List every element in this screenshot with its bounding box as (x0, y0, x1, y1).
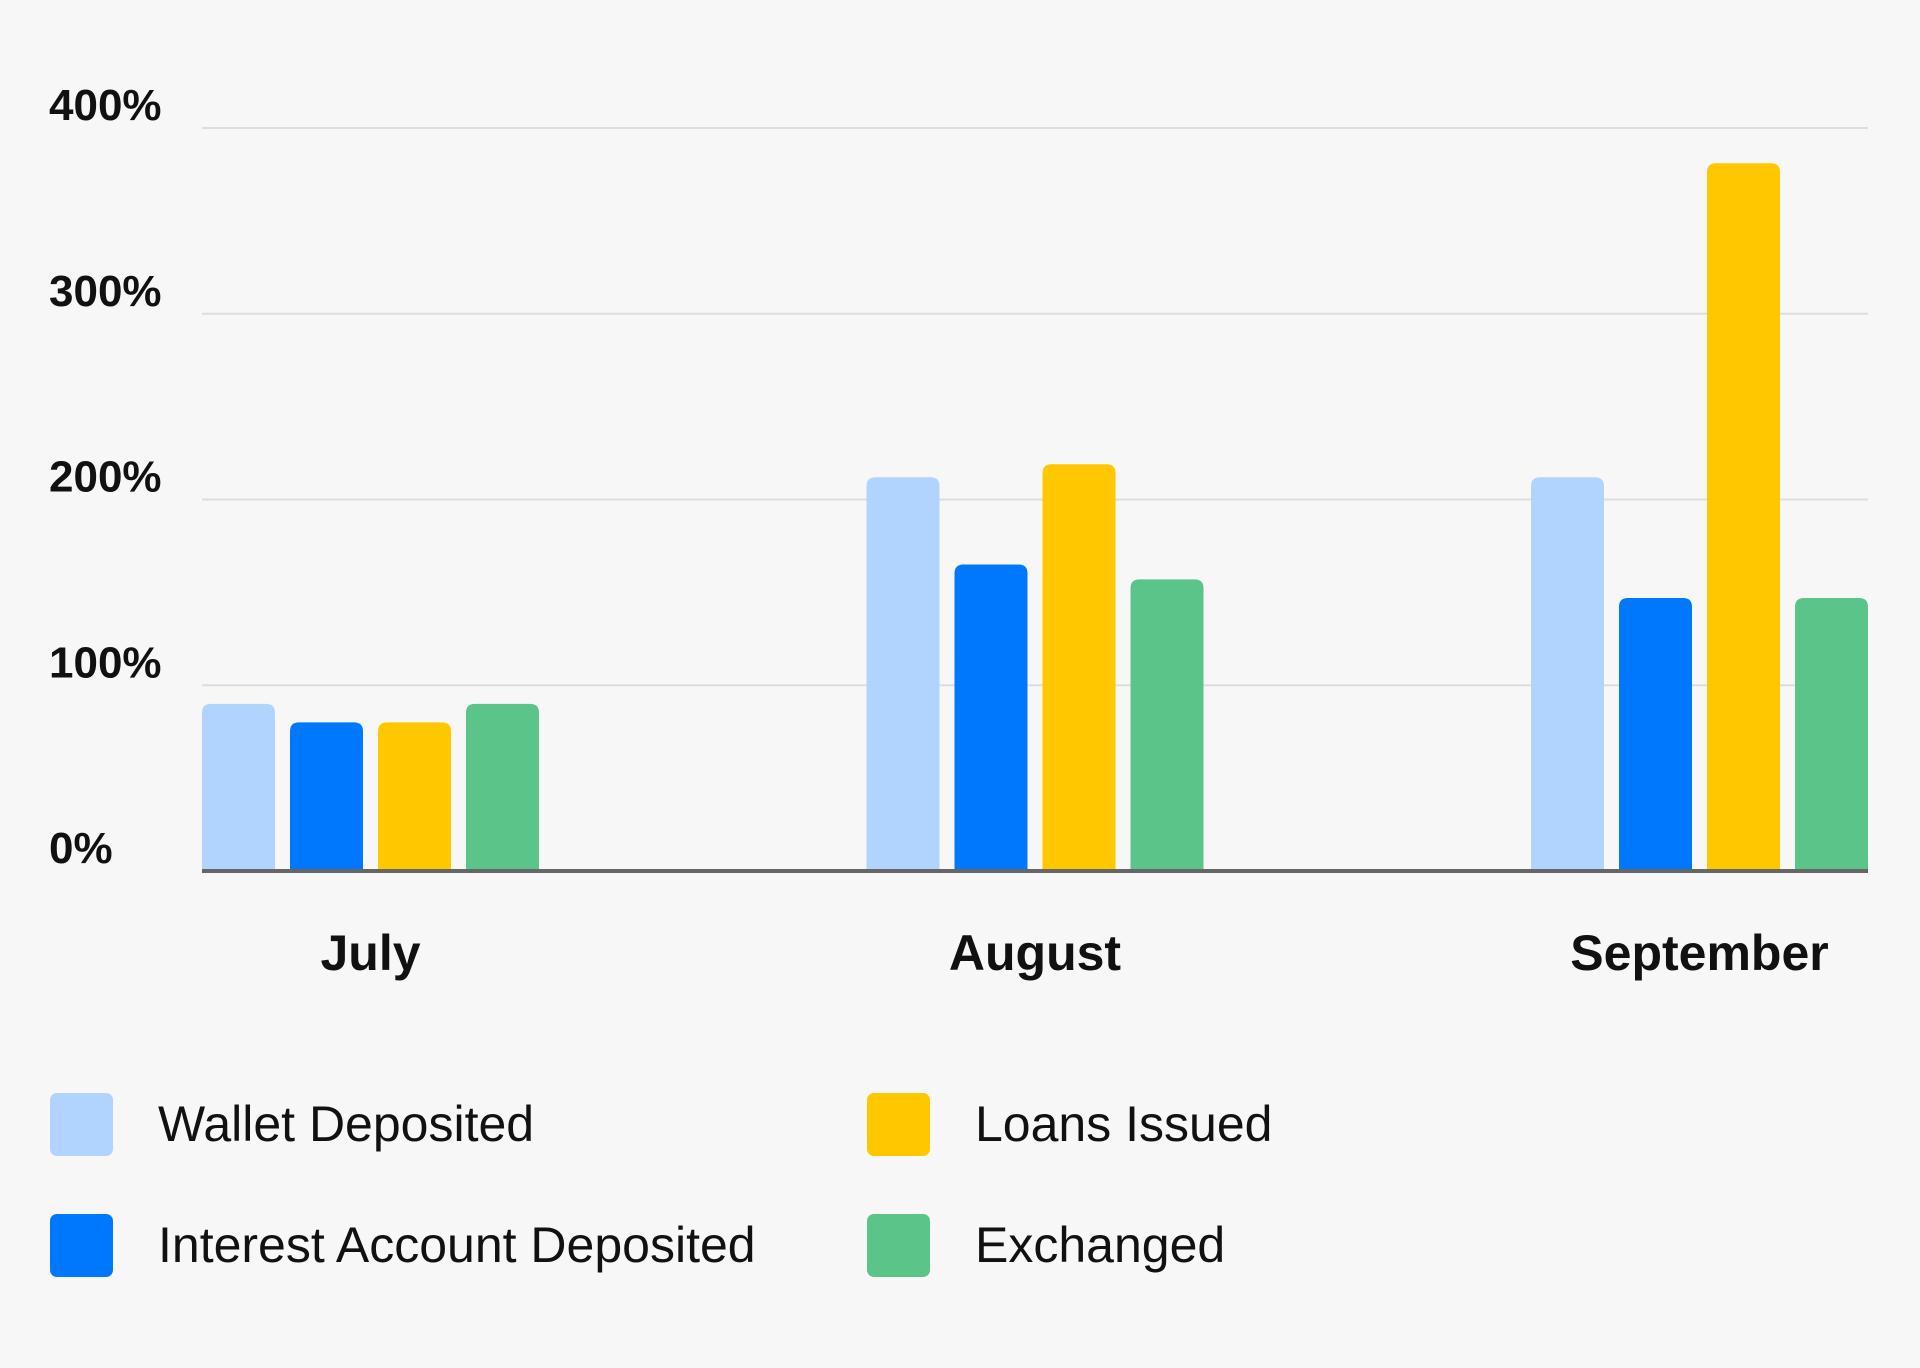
bar-july-interest-account-deposited (290, 722, 363, 871)
bar-july-loans-issued (378, 722, 451, 871)
bar-september-loans-issued (1707, 163, 1780, 872)
legend-item-exchanged: Exchanged (867, 1213, 1225, 1277)
legend-item-wallet-deposited: Wallet Deposited (50, 1092, 534, 1156)
legend-item-interest-account-deposited: Interest Account Deposited (50, 1213, 756, 1277)
legend-label-interest-account-deposited: Interest Account Deposited (158, 1217, 756, 1273)
bar-september-wallet-deposited (1531, 477, 1604, 871)
legend-swatch-wallet-deposited (50, 1092, 113, 1156)
x-tick-label-july: July (320, 925, 420, 981)
legend-label-exchanged: Exchanged (975, 1217, 1226, 1273)
legend-swatch-interest-account-deposited (50, 1213, 113, 1277)
x-tick-label-august: August (949, 925, 1122, 981)
x-tick-label-september: September (1570, 925, 1828, 981)
bar-august-loans-issued (1042, 464, 1116, 871)
gridlines (202, 127, 1868, 687)
x-axis-tick-labels: July August September (320, 925, 1828, 981)
legend-item-loans-issued: Loans Issued (867, 1092, 1272, 1156)
y-tick-label-300: 300% (49, 267, 162, 316)
legend-swatch-loans-issued (867, 1092, 930, 1156)
bar-august-interest-account-deposited (954, 564, 1028, 871)
bar-september-exchanged (1795, 597, 1868, 871)
y-tick-label-200: 200% (49, 453, 162, 502)
bars (202, 163, 1868, 872)
legend: Wallet Deposited Interest Account Deposi… (50, 1092, 1450, 1292)
y-tick-label-100: 100% (49, 638, 162, 687)
y-axis-tick-labels: 0% 100% 200% 300% 400% (49, 81, 162, 873)
bar-july-exchanged (466, 703, 539, 871)
legend-label-wallet-deposited: Wallet Deposited (158, 1096, 535, 1152)
bar-september-interest-account-deposited (1619, 597, 1692, 871)
bar-august-wallet-deposited (866, 477, 940, 871)
y-tick-label-0: 0% (49, 824, 113, 873)
legend-label-loans-issued: Loans Issued (975, 1096, 1273, 1152)
bar-august-exchanged (1130, 579, 1204, 871)
bar-july-wallet-deposited (202, 703, 275, 871)
legend-swatch-exchanged (867, 1213, 930, 1277)
y-tick-label-400: 400% (49, 81, 162, 130)
